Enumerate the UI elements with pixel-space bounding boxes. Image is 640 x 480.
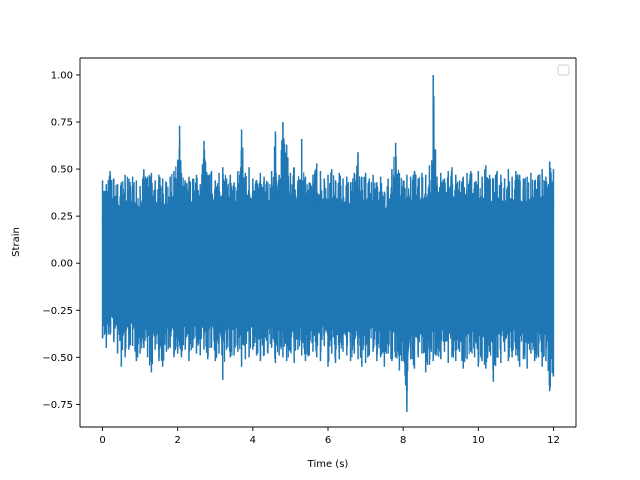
y-tick-label: 0.25 (51, 212, 73, 223)
x-tick-label: 12 (547, 435, 560, 446)
y-tick-label: −0.25 (42, 306, 73, 317)
y-tick-label: 0.75 (51, 118, 73, 129)
y-tick-label: −0.75 (42, 400, 73, 411)
x-tick-label: 8 (400, 435, 406, 446)
x-tick-label: 10 (472, 435, 485, 446)
y-tick-label: 0.50 (51, 165, 73, 176)
y-axis-label: Strain (11, 227, 22, 257)
y-ticks: −0.75 −0.50 −0.25 0.00 0.25 0.50 0.75 1.00 (42, 70, 80, 411)
x-tick-label: 4 (250, 435, 256, 446)
x-tick-label: 2 (175, 435, 181, 446)
y-tick-label: 1.00 (51, 70, 73, 81)
y-tick-label: −0.50 (42, 353, 73, 364)
x-tick-label: 0 (99, 435, 105, 446)
y-tick-label: 0.00 (51, 259, 73, 270)
x-ticks: 0 2 4 6 8 10 12 (99, 427, 560, 446)
series-layer (101, 74, 555, 412)
x-axis-label: Time (s) (307, 459, 349, 470)
x-tick-label: 6 (325, 435, 331, 446)
legend-box (557, 64, 570, 76)
